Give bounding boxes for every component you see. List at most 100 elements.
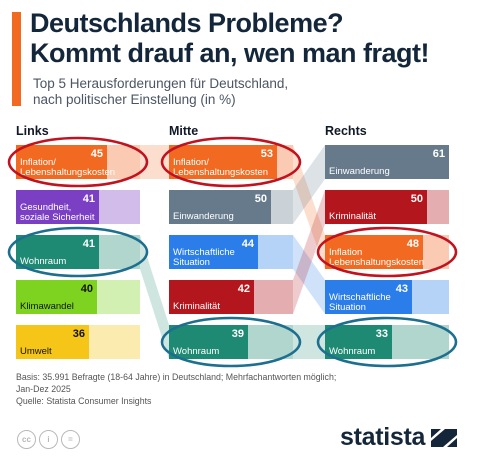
tile-value: 50 — [411, 193, 423, 205]
tile-value: 39 — [232, 328, 244, 340]
tile-value: 36 — [73, 328, 85, 340]
highlight-markers — [7, 136, 458, 368]
tile-links-umwelt: 36 Umwelt — [16, 325, 140, 359]
tile-bar — [169, 325, 248, 359]
highlight-ellipse-mitte-1 — [160, 136, 302, 188]
tile-label: Gesundheit, — [20, 202, 71, 213]
by-icon[interactable]: i — [39, 430, 58, 449]
tile-bar — [325, 145, 449, 179]
basis-note-line-1: Basis: 35.991 Befragte (18-64 Jahre) in … — [16, 372, 337, 382]
column-headers: Links Mitte Rechts — [16, 124, 367, 138]
column-header-links: Links — [16, 124, 49, 138]
tile-value: 33 — [376, 328, 388, 340]
tile-mitte-wohnraum: 39 Wohnraum — [169, 325, 293, 359]
tile-label: Wohnraum — [20, 256, 66, 267]
connector-inflation — [293, 145, 325, 269]
source-note: Quelle: Statista Consumer Insights — [16, 396, 152, 406]
connector-inflation — [140, 145, 169, 179]
tile-links-gesundheit: 41 Gesundheit,soziale Sicherheit — [16, 190, 140, 224]
tile-bar — [169, 145, 277, 179]
highlight-ellipse-rechts-3 — [316, 226, 458, 278]
tile-value: 61 — [433, 148, 445, 160]
highlight-ellipse-links-1 — [7, 136, 149, 188]
tile-rechts-einwanderung: 61 Einwanderung — [325, 145, 449, 179]
tile-value: 50 — [255, 193, 267, 205]
tile-links-inflation: 45 Inflation/Lebenshaltungskosten — [16, 145, 140, 179]
tile-mitte-einwanderung: 50 Einwanderung — [169, 190, 293, 224]
topic-tiles: 45 Inflation/Lebenshaltungskosten 41 Gesund… — [16, 145, 449, 359]
tile-label: Wohnraum — [173, 346, 219, 357]
tile-mitte-inflation: 53 Inflation/Lebenshaltungskosten — [169, 145, 293, 179]
tile-bar — [325, 190, 427, 224]
license-icons: cc i = — [17, 430, 80, 449]
column-header-mitte: Mitte — [169, 124, 198, 138]
tile-rechts-kriminalitaet: 50 Kriminalität — [325, 190, 449, 224]
tile-bar — [325, 280, 412, 314]
tile-label: Situation — [173, 257, 210, 268]
tile-bar — [16, 145, 107, 179]
tile-label: Wirtschaftliche — [173, 247, 235, 258]
cc-icon[interactable]: cc — [17, 430, 36, 449]
highlight-ellipse-mitte-5 — [160, 316, 302, 368]
tile-label: Inflation — [329, 247, 362, 258]
tile-value: 45 — [91, 148, 103, 160]
tile-label: Inflation/ — [173, 157, 209, 168]
tile-bar — [16, 190, 99, 224]
tile-label: Lebenshaltungskosten — [329, 257, 424, 268]
footer-notes: Basis: 35.991 Befragte (18-64 Jahre) in … — [16, 371, 436, 407]
tile-label: Kriminalität — [173, 301, 220, 312]
connector-kriminalitaet — [293, 190, 325, 314]
tile-label: Klimawandel — [20, 301, 74, 312]
tile-label: Lebenshaltungskosten — [20, 167, 115, 178]
column-header-rechts: Rechts — [325, 124, 367, 138]
tile-value: 53 — [261, 148, 273, 160]
tile-value: 43 — [396, 283, 408, 295]
tile-bar — [325, 325, 392, 359]
connector-wohnraum — [293, 325, 325, 359]
tile-bar — [169, 280, 254, 314]
tile-bar — [16, 235, 99, 269]
highlight-ellipse-rechts-5 — [316, 316, 458, 368]
tile-label: Kriminalität — [329, 211, 376, 222]
statista-logo[interactable]: statista — [340, 423, 459, 452]
tile-links-klima: 40 Klimawandel — [16, 280, 140, 314]
tile-label: Wohnraum — [329, 346, 375, 357]
subtitle-line-1: Top 5 Herausforderungen für Deutschland, — [33, 76, 289, 91]
brand-wordmark: statista — [340, 423, 426, 451]
connector-wirtschaft — [293, 235, 325, 314]
title-accent-bar — [12, 12, 21, 106]
tile-label: Umwelt — [20, 346, 52, 357]
tile-bar — [169, 190, 271, 224]
statista-mark-icon — [431, 428, 458, 447]
tile-bar — [16, 280, 97, 314]
tile-bar — [169, 235, 258, 269]
tile-mitte-kriminalitaet: 42 Kriminalität — [169, 280, 293, 314]
connector-einwanderung — [293, 145, 325, 224]
connector-wohnraum — [140, 235, 169, 359]
tile-value: 40 — [81, 283, 93, 295]
highlight-ellipse-links-3 — [7, 226, 149, 278]
chart-subtitle: Top 5 Herausforderungen für Deutschland,… — [33, 76, 473, 108]
title-line-1: Deutschlands Probleme? — [30, 8, 344, 38]
basis-note-line-2: Jan-Dez 2025 — [16, 384, 71, 394]
tile-label: Lebenshaltungskosten — [173, 167, 268, 178]
subtitle-line-2: nach politischer Einstellung (in %) — [33, 92, 236, 107]
tile-value: 42 — [238, 283, 250, 295]
tile-bar — [325, 235, 423, 269]
tile-label: Einwanderung — [173, 211, 234, 222]
tile-value: 44 — [242, 238, 255, 250]
tile-label: soziale Sicherheit — [20, 212, 95, 223]
tile-label: Situation — [329, 302, 366, 313]
tile-value: 48 — [407, 238, 419, 250]
tile-value: 41 — [83, 238, 95, 250]
topic-connectors — [140, 145, 325, 359]
chart-title: Deutschlands Probleme? Kommt drauf an, w… — [30, 8, 490, 68]
nd-icon[interactable]: = — [61, 430, 80, 449]
tile-label: Wirtschaftliche — [329, 292, 391, 303]
